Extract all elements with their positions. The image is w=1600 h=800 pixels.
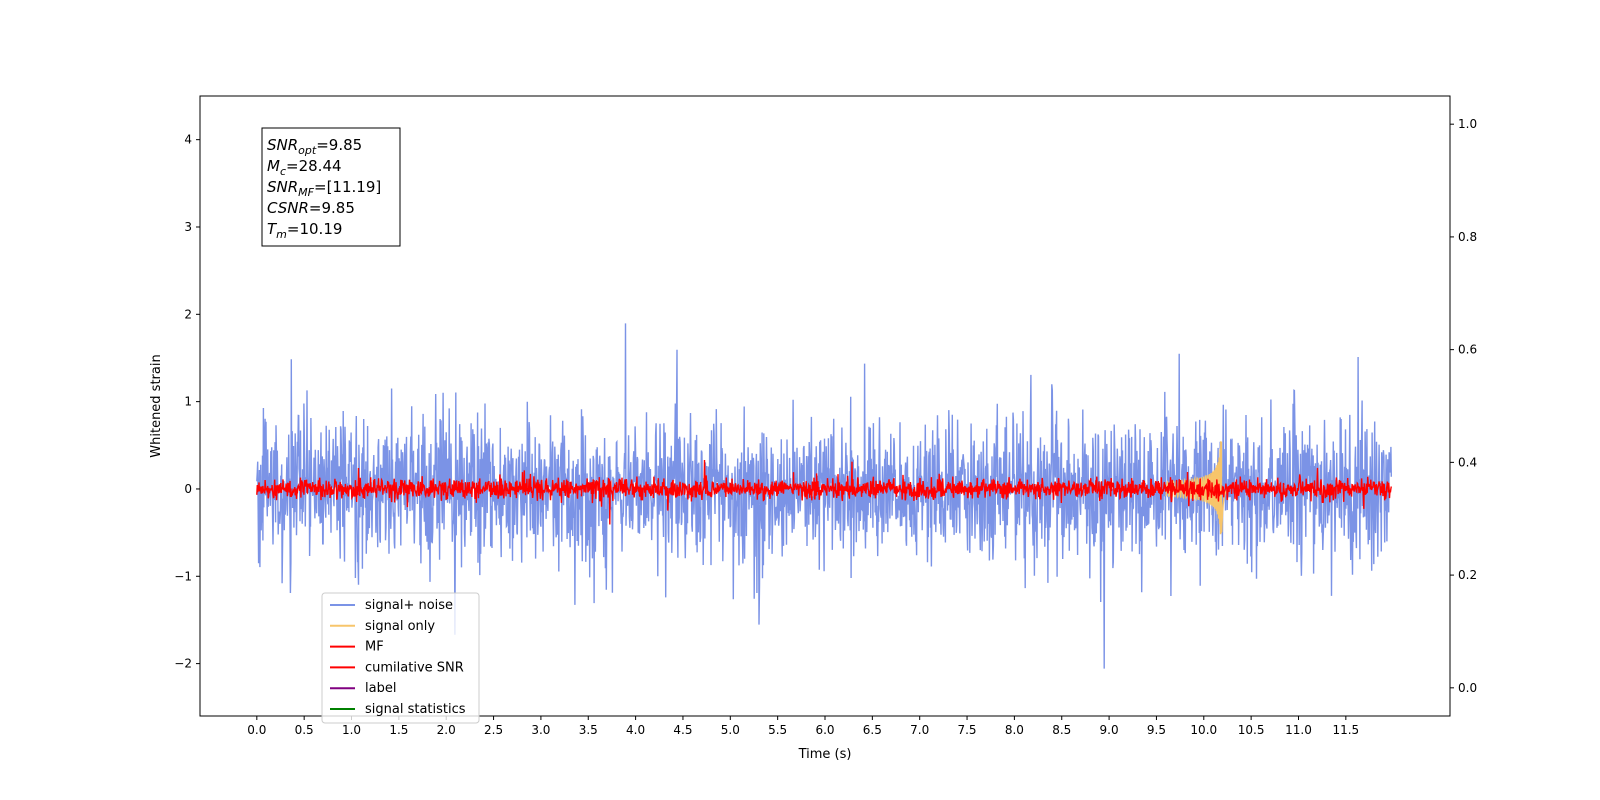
legend-label: cumilative SNR xyxy=(365,660,464,675)
x-tick-label: 4.5 xyxy=(673,723,692,737)
series-line-mf xyxy=(256,459,1392,525)
annotation-line: Mc=28.44 xyxy=(267,157,342,178)
legend: signal+ noise signal only MF cumilative SNR… xyxy=(321,592,480,724)
y-tick-label: 1 xyxy=(184,395,192,409)
x-tick-label: 0.5 xyxy=(295,723,314,737)
x-tick-label: 11.5 xyxy=(1332,723,1359,737)
x-tick-label: 5.5 xyxy=(768,723,787,737)
legend-label: MF xyxy=(365,640,384,655)
y-axis-label: Whitened strain xyxy=(149,354,164,457)
y2-tick-label: 0.0 xyxy=(1458,681,1477,695)
x-axis: 0.0 0.5 1.0 1.5 2.0 2.5 3.0 3.5 4.0 4.5 5.0 5.5 6.0 6… xyxy=(247,716,1359,737)
x-tick-label: 1.5 xyxy=(389,723,408,737)
y-axis: −2 −1 0 1 2 3 4 xyxy=(174,133,200,671)
y-tick-label: 2 xyxy=(184,307,192,321)
annotation-box: SNRopt=9.85Mc=28.44SNRMF=[11.19]CSNR=9.8… xyxy=(261,127,401,247)
x-tick-label: 11.0 xyxy=(1285,723,1312,737)
y-tick-label: 0 xyxy=(184,482,192,496)
x-tick-label: 7.5 xyxy=(957,723,976,737)
x-tick-label: 0.0 xyxy=(247,723,266,737)
x-axis-label: Time (s) xyxy=(798,747,852,762)
x-tick-label: 4.0 xyxy=(626,723,645,737)
legend-label: label xyxy=(365,681,396,696)
annotation-line: SNRopt=9.85 xyxy=(267,136,362,157)
annotation-line: Tm=10.19 xyxy=(267,220,342,241)
y-tick-label: −2 xyxy=(174,657,192,671)
x-tick-label: 9.0 xyxy=(1100,723,1119,737)
y2-tick-label: 0.2 xyxy=(1458,568,1477,582)
annotation-line: SNRMF=[11.19] xyxy=(267,178,381,199)
y2-tick-label: 1.0 xyxy=(1458,117,1477,131)
y2-tick-label: 0.4 xyxy=(1458,455,1477,469)
x-tick-label: 3.5 xyxy=(579,723,598,737)
x-tick-label: 10.5 xyxy=(1238,723,1265,737)
x-tick-label: 10.0 xyxy=(1190,723,1217,737)
y2-axis: 0.0 0.2 0.4 0.6 0.8 1.0 xyxy=(1450,117,1477,695)
y-tick-label: 3 xyxy=(184,220,192,234)
x-tick-label: 6.5 xyxy=(863,723,882,737)
x-tick-label: 5.0 xyxy=(721,723,740,737)
x-tick-label: 1.0 xyxy=(342,723,361,737)
series-layer xyxy=(256,323,1392,669)
y-tick-label: 4 xyxy=(184,133,192,147)
annotation-line: CSNR=9.85 xyxy=(267,199,355,217)
x-tick-label: 3.0 xyxy=(531,723,550,737)
legend-label: signal+ noise xyxy=(365,598,453,613)
x-tick-label: 2.0 xyxy=(437,723,456,737)
x-tick-label: 8.0 xyxy=(1005,723,1024,737)
legend-label: signal only xyxy=(365,619,435,634)
legend-label: signal statistics xyxy=(365,702,466,717)
y2-tick-label: 0.8 xyxy=(1458,230,1477,244)
y-tick-label: −1 xyxy=(174,569,192,583)
x-tick-label: 6.0 xyxy=(815,723,834,737)
x-tick-label: 8.5 xyxy=(1052,723,1071,737)
x-tick-label: 7.0 xyxy=(910,723,929,737)
y2-tick-label: 0.6 xyxy=(1458,343,1477,357)
x-tick-label: 2.5 xyxy=(484,723,503,737)
x-tick-label: 9.5 xyxy=(1147,723,1166,737)
